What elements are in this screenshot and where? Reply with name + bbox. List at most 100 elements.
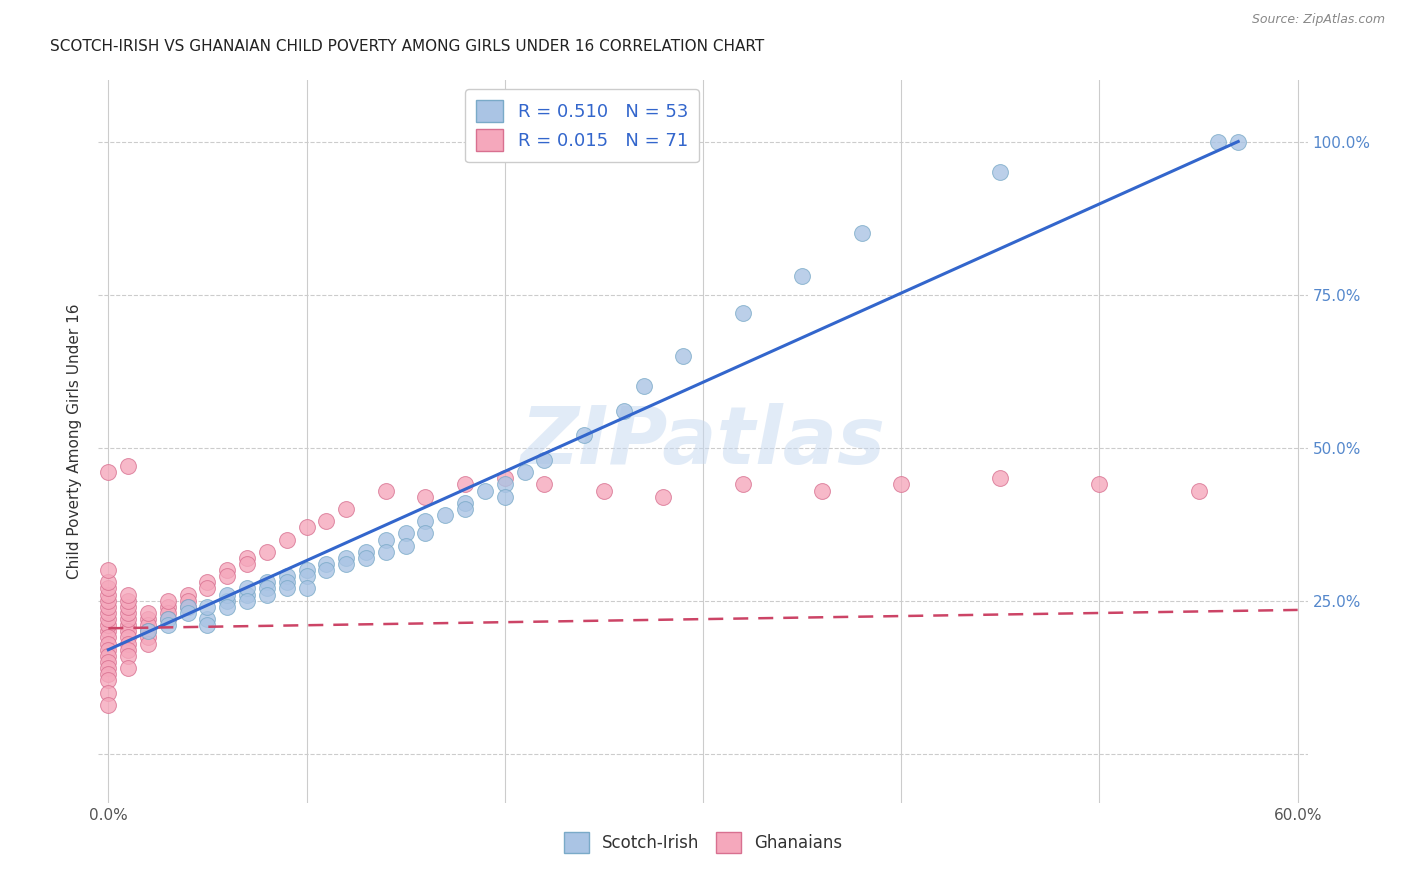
Scotch-Irish [395, 526, 418, 541]
Ghanaians [97, 599, 120, 614]
Scotch-Irish [415, 514, 437, 528]
Y-axis label: Child Poverty Among Girls Under 16: Child Poverty Among Girls Under 16 [67, 304, 83, 579]
Ghanaians [117, 588, 139, 602]
Scotch-Irish [256, 575, 278, 590]
Scotch-Irish [197, 599, 219, 614]
Scotch-Irish [613, 404, 636, 418]
Scotch-Irish [217, 599, 239, 614]
Ghanaians [256, 545, 278, 559]
Ghanaians [156, 599, 179, 614]
Ghanaians [136, 606, 159, 620]
Scotch-Irish [176, 606, 198, 620]
Ghanaians [97, 685, 120, 699]
Ghanaians [117, 606, 139, 620]
Ghanaians [236, 557, 259, 571]
Ghanaians [415, 490, 437, 504]
Scotch-Irish [1227, 135, 1250, 149]
Ghanaians [374, 483, 396, 498]
Ghanaians [136, 618, 159, 632]
Scotch-Irish [197, 612, 219, 626]
Ghanaians [117, 612, 139, 626]
Ghanaians [117, 661, 139, 675]
Ghanaians [156, 606, 179, 620]
Scotch-Irish [335, 557, 357, 571]
Scotch-Irish [415, 526, 437, 541]
Ghanaians [136, 637, 159, 651]
Ghanaians [97, 631, 120, 645]
Scotch-Irish [1208, 135, 1230, 149]
Scotch-Irish [335, 550, 357, 565]
Ghanaians [97, 667, 120, 681]
Ghanaians [295, 520, 318, 534]
Scotch-Irish [354, 550, 377, 565]
Ghanaians [156, 593, 179, 607]
Scotch-Irish [434, 508, 457, 522]
Scotch-Irish [494, 477, 516, 491]
Ghanaians [117, 599, 139, 614]
Ghanaians [335, 502, 357, 516]
Scotch-Irish [276, 569, 298, 583]
Ghanaians [217, 569, 239, 583]
Ghanaians [217, 563, 239, 577]
Ghanaians [117, 637, 139, 651]
Scotch-Irish [790, 269, 813, 284]
Scotch-Irish [236, 588, 259, 602]
Scotch-Irish [217, 588, 239, 602]
Ghanaians [97, 612, 120, 626]
Ghanaians [1088, 477, 1111, 491]
Ghanaians [593, 483, 616, 498]
Scotch-Irish [454, 502, 477, 516]
Ghanaians [97, 642, 120, 657]
Ghanaians [136, 624, 159, 639]
Ghanaians [97, 606, 120, 620]
Ghanaians [97, 588, 120, 602]
Ghanaians [276, 533, 298, 547]
Ghanaians [97, 465, 120, 479]
Scotch-Irish [236, 593, 259, 607]
Ghanaians [97, 563, 120, 577]
Ghanaians [197, 575, 219, 590]
Scotch-Irish [176, 599, 198, 614]
Ghanaians [315, 514, 337, 528]
Ghanaians [236, 550, 259, 565]
Ghanaians [97, 624, 120, 639]
Ghanaians [533, 477, 555, 491]
Text: SCOTCH-IRISH VS GHANAIAN CHILD POVERTY AMONG GIRLS UNDER 16 CORRELATION CHART: SCOTCH-IRISH VS GHANAIAN CHILD POVERTY A… [51, 39, 765, 54]
Ghanaians [97, 648, 120, 663]
Ghanaians [176, 593, 198, 607]
Text: Source: ZipAtlas.com: Source: ZipAtlas.com [1251, 13, 1385, 27]
Ghanaians [117, 648, 139, 663]
Ghanaians [1187, 483, 1209, 498]
Ghanaians [136, 631, 159, 645]
Ghanaians [176, 599, 198, 614]
Ghanaians [117, 624, 139, 639]
Ghanaians [117, 618, 139, 632]
Ghanaians [731, 477, 754, 491]
Scotch-Irish [494, 490, 516, 504]
Scotch-Irish [374, 533, 396, 547]
Scotch-Irish [395, 539, 418, 553]
Scotch-Irish [374, 545, 396, 559]
Ghanaians [97, 593, 120, 607]
Scotch-Irish [633, 379, 655, 393]
Scotch-Irish [295, 582, 318, 596]
Scotch-Irish [513, 465, 536, 479]
Legend: Scotch-Irish, Ghanaians: Scotch-Irish, Ghanaians [557, 826, 849, 860]
Scotch-Irish [731, 306, 754, 320]
Scotch-Irish [236, 582, 259, 596]
Scotch-Irish [156, 618, 179, 632]
Scotch-Irish [256, 582, 278, 596]
Ghanaians [97, 698, 120, 712]
Scotch-Irish [295, 569, 318, 583]
Ghanaians [811, 483, 834, 498]
Scotch-Irish [474, 483, 496, 498]
Scotch-Irish [136, 624, 159, 639]
Ghanaians [117, 631, 139, 645]
Text: ZIPatlas: ZIPatlas [520, 402, 886, 481]
Ghanaians [117, 593, 139, 607]
Ghanaians [97, 618, 120, 632]
Scotch-Irish [533, 453, 555, 467]
Ghanaians [156, 612, 179, 626]
Scotch-Irish [217, 593, 239, 607]
Ghanaians [117, 642, 139, 657]
